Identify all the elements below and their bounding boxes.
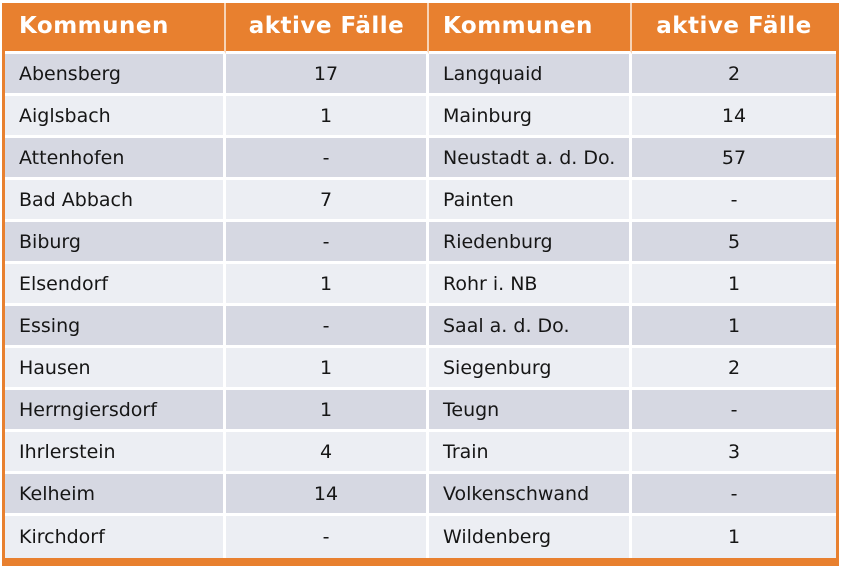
cases-cell: 5 <box>632 222 836 264</box>
cases-cell: 1 <box>632 306 836 348</box>
municipality-cell: Langquaid <box>429 54 632 96</box>
active-cases-table: Kommunen aktive Fälle Kommunen aktive Fä… <box>5 3 836 558</box>
municipality-cell: Kirchdorf <box>5 516 226 558</box>
table-row: Ihrlerstein 4 Train 3 <box>5 432 836 474</box>
municipality-cell: Teugn <box>429 390 632 432</box>
cases-cell: - <box>226 516 429 558</box>
table-row: Attenhofen - Neustadt a. d. Do. 57 <box>5 138 836 180</box>
header-kommunen-right: Kommunen <box>429 3 632 54</box>
municipality-cell: Elsendorf <box>5 264 226 306</box>
cases-cell: - <box>632 474 836 516</box>
municipality-cell: Hausen <box>5 348 226 390</box>
cases-cell: - <box>632 390 836 432</box>
cases-cell: 1 <box>632 516 836 558</box>
municipality-cell: Saal a. d. Do. <box>429 306 632 348</box>
table-row: Bad Abbach 7 Painten - <box>5 180 836 222</box>
cases-cell: 14 <box>226 474 429 516</box>
cases-cell: 7 <box>226 180 429 222</box>
municipality-cell: Riedenburg <box>429 222 632 264</box>
table-row: Biburg - Riedenburg 5 <box>5 222 836 264</box>
cases-cell: 1 <box>632 264 836 306</box>
cases-cell: 1 <box>226 348 429 390</box>
table-body: Abensberg 17 Langquaid 2 Aiglsbach 1 Mai… <box>5 54 836 558</box>
table-row: Herrngiersdorf 1 Teugn - <box>5 390 836 432</box>
header-aktive-faelle-left: aktive Fälle <box>226 3 429 54</box>
municipality-cell: Biburg <box>5 222 226 264</box>
table-row: Aiglsbach 1 Mainburg 14 <box>5 96 836 138</box>
cases-cell: - <box>226 138 429 180</box>
table-row: Hausen 1 Siegenburg 2 <box>5 348 836 390</box>
cases-cell: 2 <box>632 54 836 96</box>
municipality-cell: Neustadt a. d. Do. <box>429 138 632 180</box>
cases-cell: 14 <box>632 96 836 138</box>
municipality-cell: Abensberg <box>5 54 226 96</box>
cases-cell: 1 <box>226 264 429 306</box>
municipality-cell: Wildenberg <box>429 516 632 558</box>
table-row: Kelheim 14 Volkenschwand - <box>5 474 836 516</box>
table-row: Kirchdorf - Wildenberg 1 <box>5 516 836 558</box>
cases-cell: 1 <box>226 96 429 138</box>
cases-cell: 4 <box>226 432 429 474</box>
table-row: Essing - Saal a. d. Do. 1 <box>5 306 836 348</box>
municipality-cell: Rohr i. NB <box>429 264 632 306</box>
cases-cell: - <box>226 222 429 264</box>
table-row: Abensberg 17 Langquaid 2 <box>5 54 836 96</box>
municipality-cell: Ihrlerstein <box>5 432 226 474</box>
municipality-cell: Painten <box>429 180 632 222</box>
municipality-cell: Volkenschwand <box>429 474 632 516</box>
cases-cell: - <box>226 306 429 348</box>
municipality-cell: Train <box>429 432 632 474</box>
cases-cell: 57 <box>632 138 836 180</box>
cases-cell: - <box>632 180 836 222</box>
municipality-cell: Siegenburg <box>429 348 632 390</box>
cases-cell: 3 <box>632 432 836 474</box>
header-row: Kommunen aktive Fälle Kommunen aktive Fä… <box>5 3 836 54</box>
municipality-cell: Kelheim <box>5 474 226 516</box>
table-frame: Kommunen aktive Fälle Kommunen aktive Fä… <box>2 3 839 566</box>
municipality-cell: Essing <box>5 306 226 348</box>
cases-cell: 17 <box>226 54 429 96</box>
header-aktive-faelle-right: aktive Fälle <box>632 3 836 54</box>
cases-cell: 2 <box>632 348 836 390</box>
municipality-cell: Attenhofen <box>5 138 226 180</box>
cases-cell: 1 <box>226 390 429 432</box>
municipality-cell: Mainburg <box>429 96 632 138</box>
municipality-cell: Bad Abbach <box>5 180 226 222</box>
municipality-cell: Herrngiersdorf <box>5 390 226 432</box>
table-row: Elsendorf 1 Rohr i. NB 1 <box>5 264 836 306</box>
header-kommunen-left: Kommunen <box>5 3 226 54</box>
municipality-cell: Aiglsbach <box>5 96 226 138</box>
